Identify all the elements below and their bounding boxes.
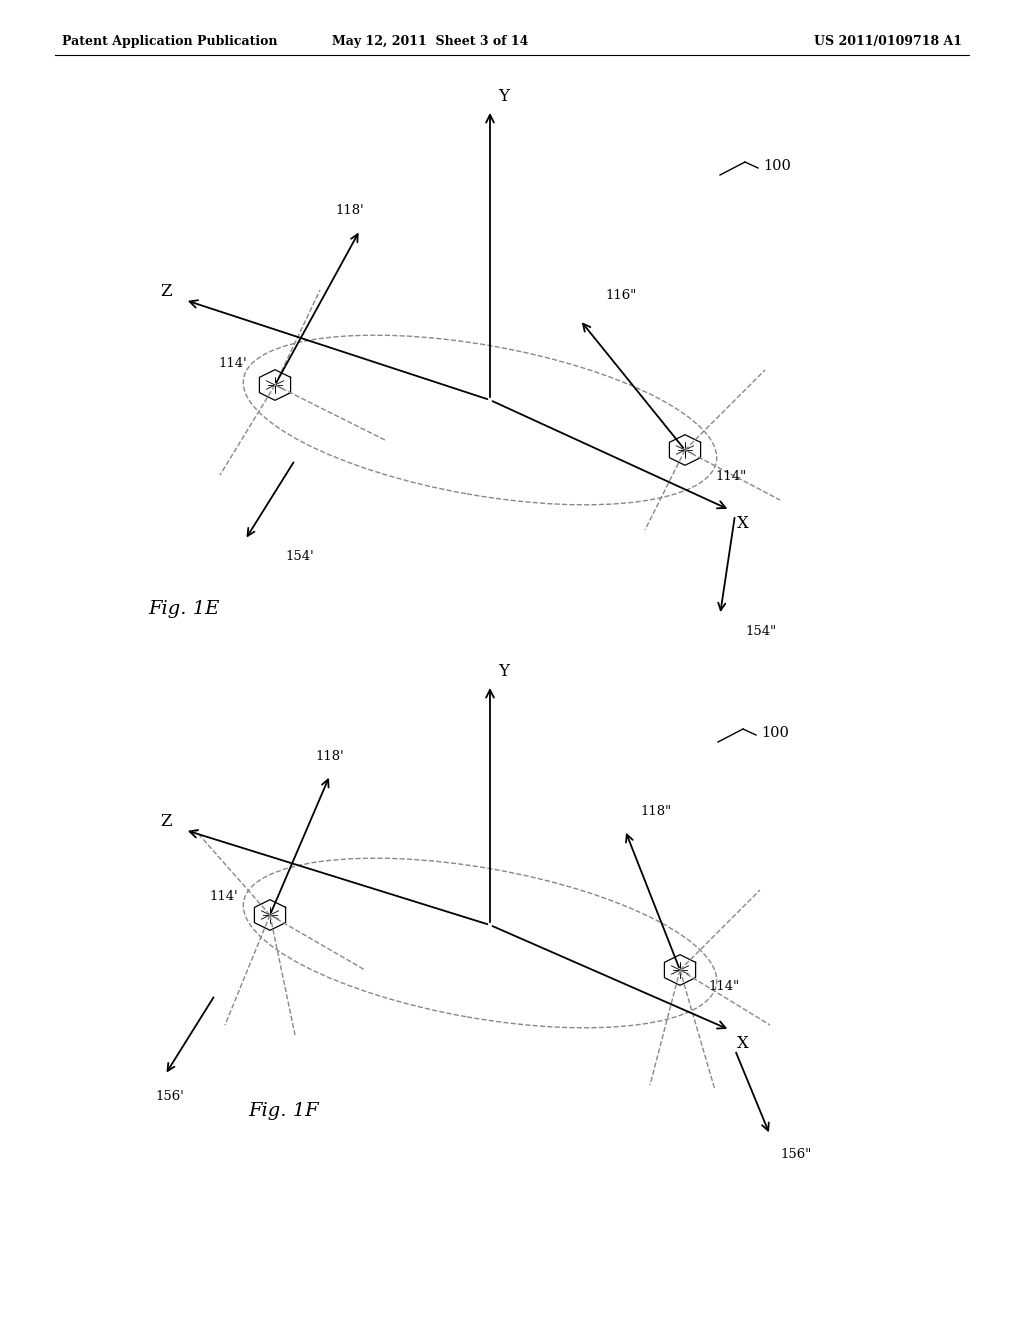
Text: 156': 156' (155, 1090, 184, 1104)
Text: X: X (737, 515, 749, 532)
Text: 154': 154' (286, 550, 314, 564)
Text: US 2011/0109718 A1: US 2011/0109718 A1 (814, 36, 962, 48)
Text: 114": 114" (715, 470, 746, 483)
Text: Z: Z (161, 813, 172, 830)
Text: X: X (737, 1035, 749, 1052)
Text: 100: 100 (761, 726, 788, 741)
Text: Y: Y (498, 88, 509, 106)
Text: 118': 118' (335, 205, 364, 216)
Text: 118': 118' (315, 750, 344, 763)
Text: Fig. 1E: Fig. 1E (148, 601, 219, 618)
Text: 100: 100 (763, 158, 791, 173)
Text: Y: Y (498, 663, 509, 680)
Text: 114': 114' (218, 356, 247, 370)
Text: Fig. 1F: Fig. 1F (248, 1102, 318, 1119)
Text: Patent Application Publication: Patent Application Publication (62, 36, 278, 48)
Text: 114": 114" (708, 979, 739, 993)
Text: Z: Z (161, 284, 172, 301)
Text: 156": 156" (780, 1148, 811, 1162)
Text: 116": 116" (605, 289, 636, 302)
Text: 114': 114' (209, 890, 238, 903)
Text: 118": 118" (640, 805, 671, 818)
Text: 154": 154" (745, 624, 776, 638)
Text: May 12, 2011  Sheet 3 of 14: May 12, 2011 Sheet 3 of 14 (332, 36, 528, 48)
